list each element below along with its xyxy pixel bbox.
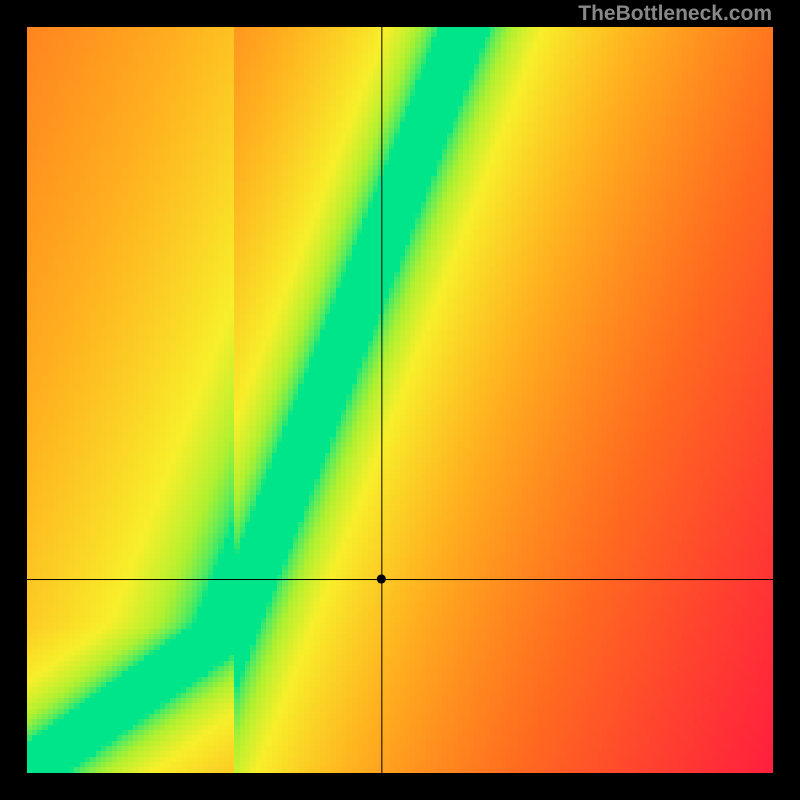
- heatmap-canvas: [27, 27, 773, 773]
- chart-stage: TheBottleneck.com: [0, 0, 800, 800]
- watermark-text: TheBottleneck.com: [578, 2, 772, 26]
